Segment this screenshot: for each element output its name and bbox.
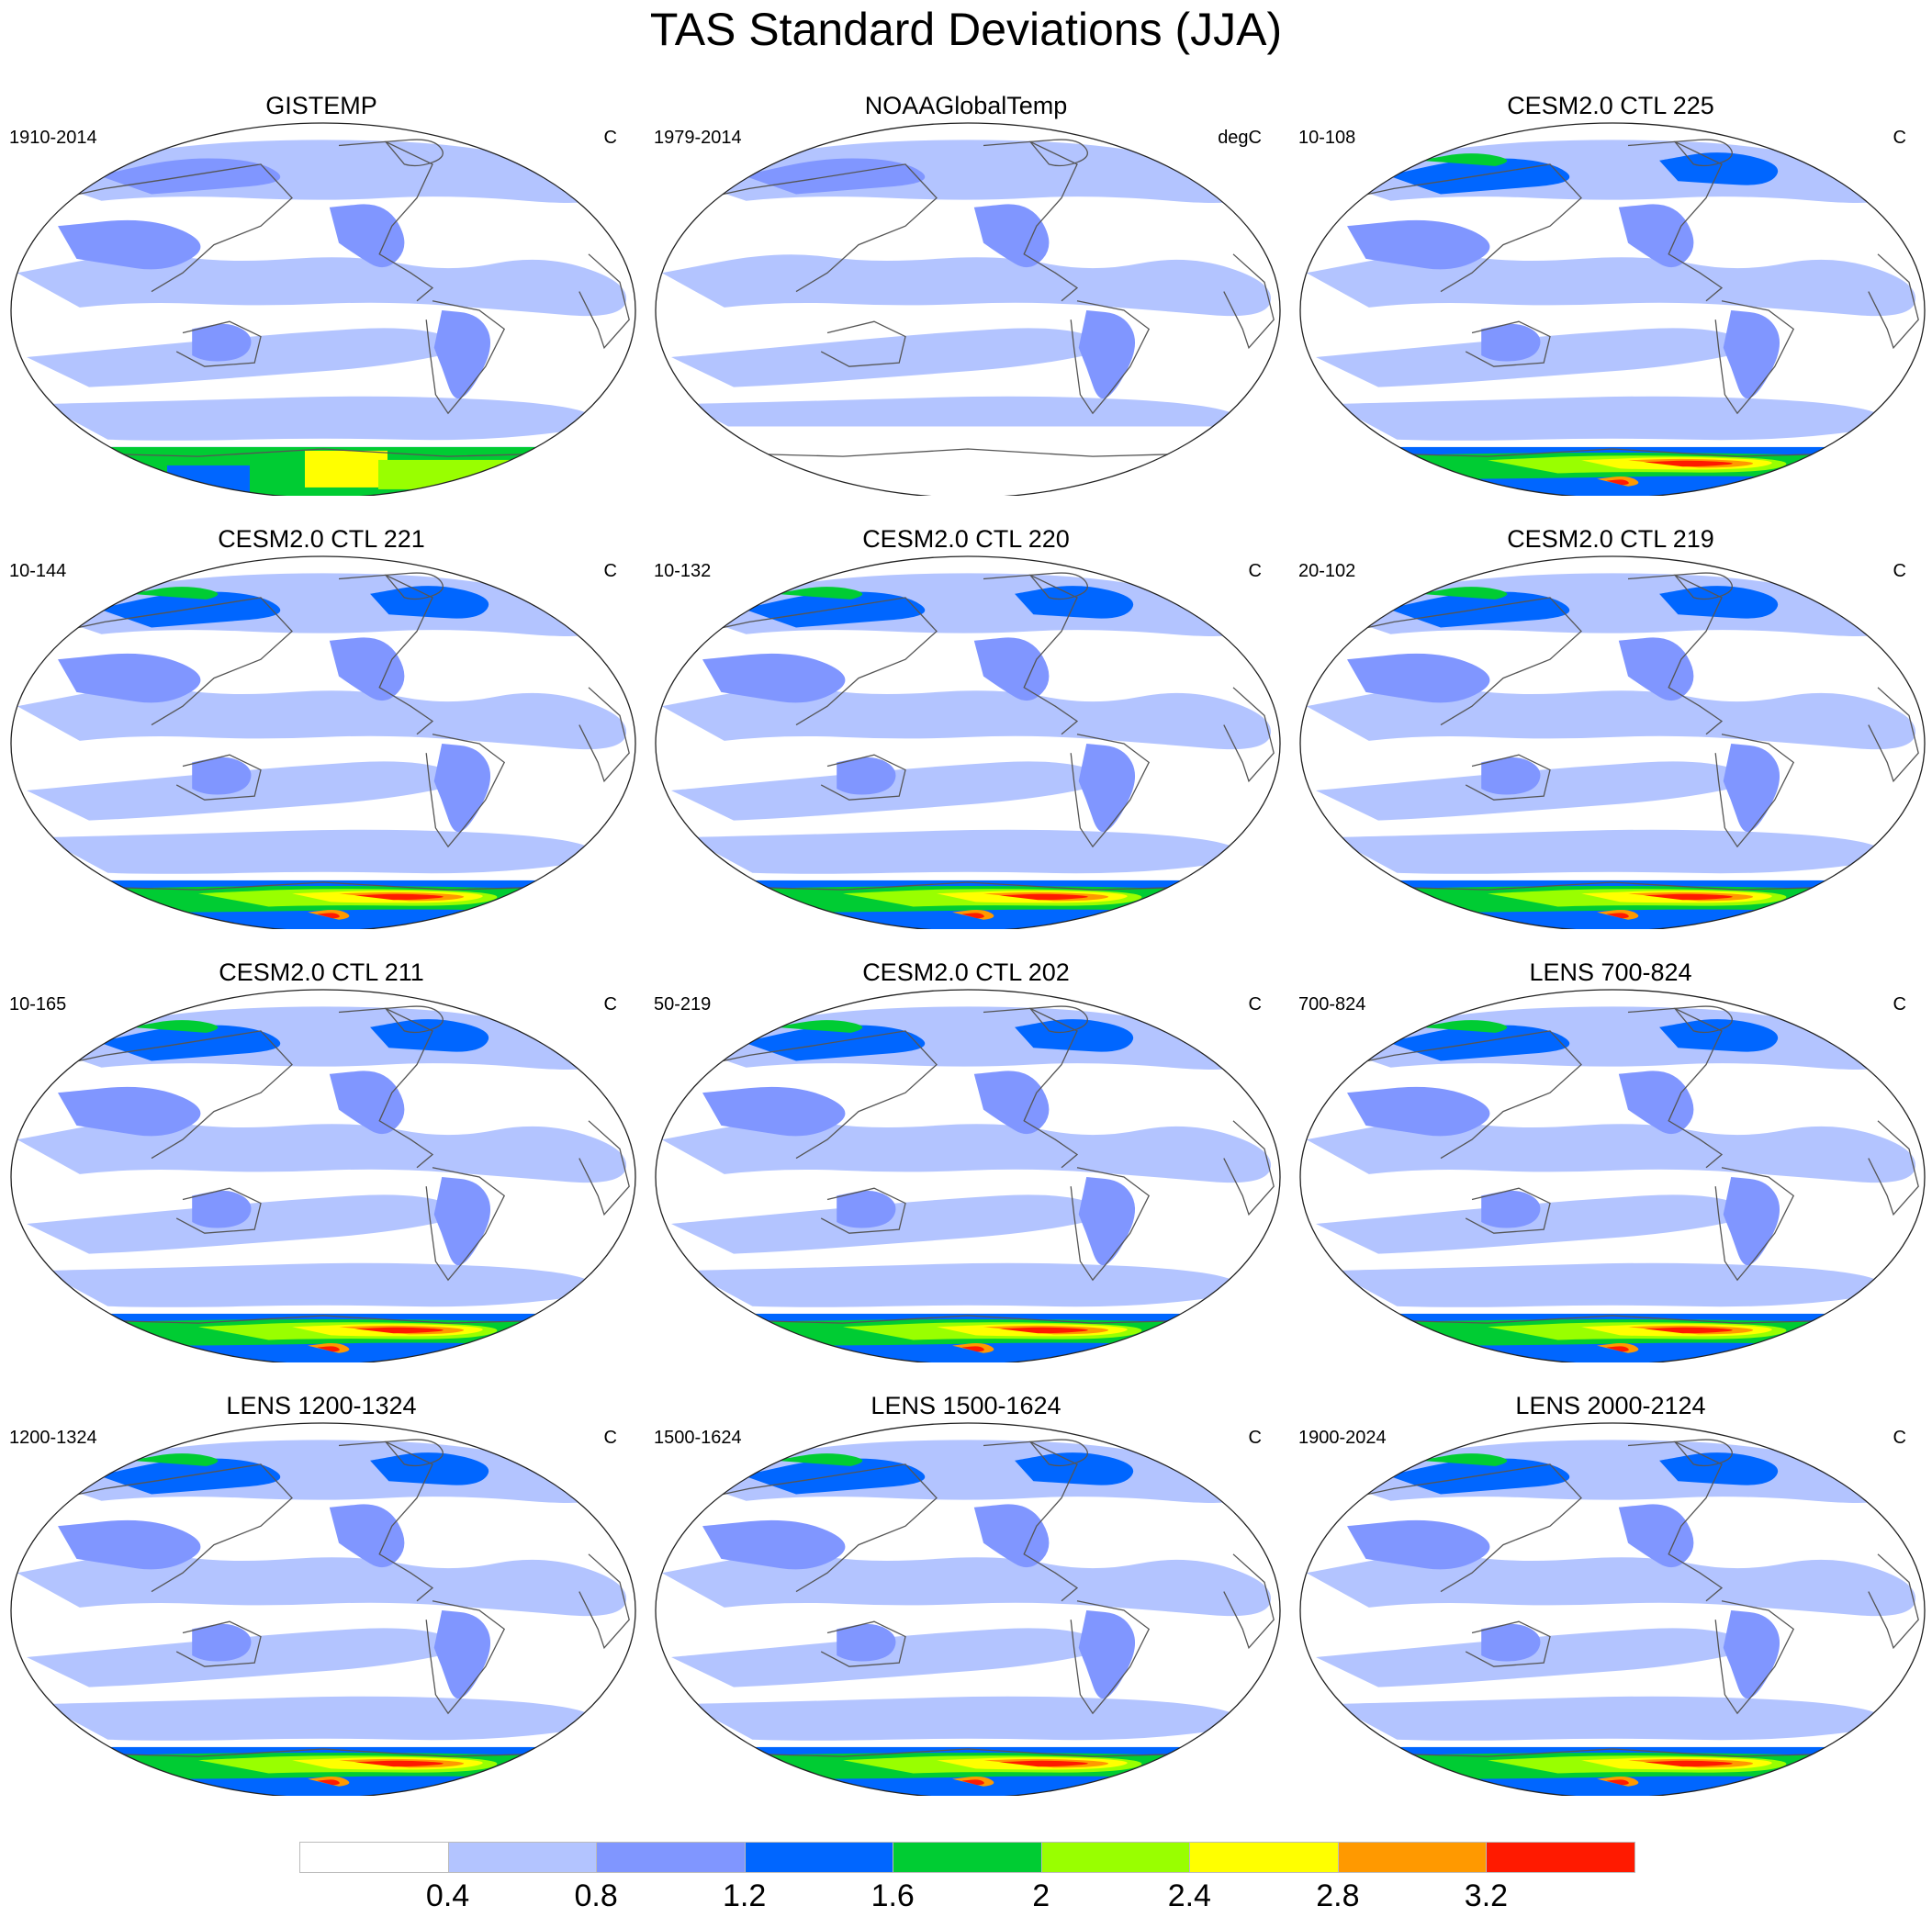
panel-title: CESM2.0 CTL 220 [862, 525, 1070, 553]
colorbar [299, 1842, 1635, 1875]
colorbar-tick-label: 1.6 [871, 1878, 915, 1913]
panel-years: 10-108 [1298, 128, 1356, 148]
panel-years: 700-824 [1298, 994, 1366, 1015]
panel-title: LENS 1500-1624 [871, 1392, 1061, 1419]
panel-years: 1900-2024 [1298, 1428, 1387, 1448]
world-map [655, 555, 1281, 929]
panel-units: C [1893, 994, 1906, 1015]
map-panel: CESM2.0 CTL 225 10-108 C [1289, 92, 1932, 523]
panel-units: C [1248, 561, 1262, 581]
panel-years: 50-219 [654, 994, 712, 1015]
colorbar-swatch [1189, 1842, 1339, 1873]
panel-years: 10-144 [9, 561, 67, 581]
world-map [10, 989, 636, 1362]
panel-title: CESM2.0 CTL 202 [862, 958, 1070, 986]
world-map [10, 1422, 636, 1796]
colorbar-swatch [1486, 1842, 1635, 1873]
map-panel: CESM2.0 CTL 202 50-219 C [645, 958, 1287, 1390]
panel-title: LENS 1200-1324 [226, 1392, 417, 1419]
panel-title: CESM2.0 CTL 211 [219, 958, 424, 986]
panel-units: C [603, 1428, 617, 1448]
colorbar-tick-label: 0.4 [425, 1878, 470, 1913]
colorbar-tick-label: 1.2 [723, 1878, 767, 1913]
map-panel: NOAAGlobalTemp 1979-2014 degC [645, 92, 1287, 523]
colorbar-swatch [596, 1842, 746, 1873]
panel-units: C [1248, 994, 1262, 1015]
panel-title: CESM2.0 CTL 221 [218, 525, 425, 553]
panel-units: C [1893, 1428, 1906, 1448]
panel-years: 1200-1324 [9, 1428, 97, 1448]
panel-title: CESM2.0 CTL 225 [1507, 92, 1714, 119]
map-panel: LENS 1200-1324 1200-1324 C [0, 1392, 643, 1823]
panel-units: C [603, 994, 617, 1015]
colorbar-tick-label: 2.8 [1316, 1878, 1360, 1913]
colorbar-swatch [1040, 1842, 1191, 1873]
map-panel: CESM2.0 CTL 220 10-132 C [645, 525, 1287, 957]
colorbar-tick-label: 2.4 [1167, 1878, 1211, 1913]
map-panel: CESM2.0 CTL 219 20-102 C [1289, 525, 1932, 957]
map-panel: LENS 700-824 700-824 C [1289, 958, 1932, 1390]
panel-units: C [1248, 1428, 1262, 1448]
world-map [655, 122, 1281, 496]
panel-years: 1979-2014 [654, 128, 742, 148]
world-map [655, 1422, 1281, 1796]
map-panel: LENS 2000-2124 1900-2024 C [1289, 1392, 1932, 1823]
panel-units: degC [1218, 128, 1262, 148]
colorbar-tick-label: 3.2 [1464, 1878, 1509, 1913]
panel-years: 10-165 [9, 994, 67, 1015]
colorbar-swatch [447, 1842, 598, 1873]
figure-title: TAS Standard Deviations (JJA) [649, 4, 1283, 55]
panel-title: CESM2.0 CTL 219 [1507, 525, 1714, 553]
panel-years: 10-132 [654, 561, 712, 581]
world-map [1299, 122, 1926, 496]
map-panel: CESM2.0 CTL 221 10-144 C [0, 525, 643, 957]
panel-title: NOAAGlobalTemp [864, 92, 1068, 119]
panel-years: 1910-2014 [9, 128, 97, 148]
colorbar-tick-label: 2 [1032, 1878, 1050, 1913]
map-panel: LENS 1500-1624 1500-1624 C [645, 1392, 1287, 1823]
map-panel: CESM2.0 CTL 211 10-165 C [0, 958, 643, 1390]
colorbar-swatch [1337, 1842, 1488, 1873]
colorbar-swatch [299, 1842, 449, 1873]
panel-title: GISTEMP [265, 92, 377, 119]
world-map [1299, 989, 1926, 1362]
panel-years: 20-102 [1298, 561, 1356, 581]
map-panel: GISTEMP 1910-2014 C [0, 92, 643, 523]
colorbar-swatch [893, 1842, 1042, 1873]
panel-title: LENS 700-824 [1529, 958, 1692, 986]
world-map [1299, 1422, 1926, 1796]
world-map [10, 122, 636, 496]
world-map [10, 555, 636, 929]
colorbar-tick-label: 0.8 [574, 1878, 618, 1913]
panel-years: 1500-1624 [654, 1428, 742, 1448]
colorbar-swatch [744, 1842, 894, 1873]
panel-units: C [1893, 561, 1906, 581]
world-map [655, 989, 1281, 1362]
world-map [1299, 555, 1926, 929]
panel-units: C [603, 128, 617, 148]
panel-units: C [1893, 128, 1906, 148]
panel-title: LENS 2000-2124 [1515, 1392, 1706, 1419]
panel-units: C [603, 561, 617, 581]
